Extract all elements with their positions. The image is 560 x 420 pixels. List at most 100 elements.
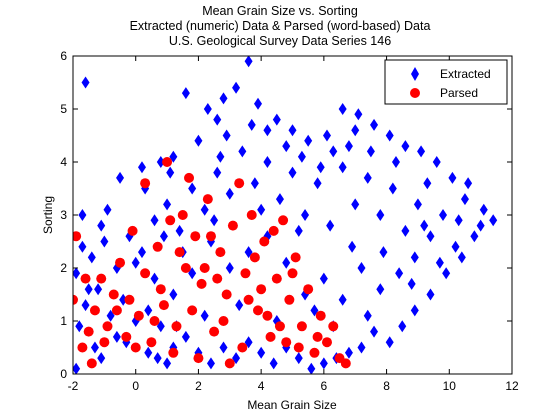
extracted-point (100, 235, 109, 248)
x-tick-label: 12 (505, 379, 519, 393)
extracted-point (288, 166, 297, 179)
extracted-point (222, 129, 231, 142)
parsed-point (281, 337, 292, 348)
legend-box (384, 59, 508, 105)
y-axis-label: Sorting (41, 196, 55, 234)
parsed-point (293, 342, 304, 353)
parsed-point (152, 241, 163, 252)
extracted-point (232, 81, 241, 94)
parsed-point (240, 268, 251, 279)
parsed-point (259, 236, 270, 247)
extracted-point (163, 357, 172, 370)
extracted-point (269, 357, 278, 370)
extracted-point (254, 97, 263, 110)
parsed-point (124, 294, 135, 305)
x-tick-label: -2 (68, 379, 79, 393)
extracted-point (288, 124, 297, 137)
parsed-point (174, 247, 185, 258)
extracted-point (426, 230, 435, 243)
parsed-point (121, 331, 132, 342)
extracted-point (81, 76, 90, 89)
extracted-point (376, 283, 385, 296)
extracted-point (213, 113, 222, 126)
extracted-point (410, 251, 419, 264)
extracted-point (313, 177, 322, 190)
parsed-point (221, 289, 232, 300)
series-parsed (73, 157, 351, 369)
parsed-point (146, 337, 157, 348)
extracted-point (116, 171, 125, 184)
legend-diamond-icon (411, 67, 419, 81)
legend-label-extracted: Extracted (440, 67, 491, 81)
extracted-point (432, 156, 441, 168)
extracted-point (423, 177, 432, 190)
extracted-point (263, 124, 272, 137)
chart-title-line-1: Mean Grain Size vs. Sorting (202, 4, 358, 18)
parsed-point (205, 231, 216, 242)
parsed-point (253, 305, 264, 316)
x-tick-label: 4 (258, 379, 265, 393)
y-tick-label: 5 (60, 102, 67, 116)
extracted-point (87, 251, 96, 264)
parsed-point (171, 321, 182, 332)
extracted-point (206, 357, 215, 370)
parsed-point (309, 347, 320, 358)
extracted-point (354, 108, 363, 121)
extracted-point (297, 150, 306, 163)
parsed-point (237, 342, 248, 353)
extracted-point (275, 193, 284, 206)
extracted-point (460, 193, 469, 206)
parsed-point (199, 263, 210, 273)
parsed-point (202, 194, 213, 205)
parsed-point (271, 273, 282, 284)
legend-label-parsed: Parsed (440, 86, 478, 100)
extracted-point (137, 161, 146, 174)
extracted-point (181, 87, 190, 100)
extracted-point (420, 219, 429, 232)
parsed-point (158, 300, 169, 311)
parsed-point (224, 358, 235, 369)
parsed-point (328, 321, 339, 332)
parsed-point (218, 316, 229, 326)
parsed-point (284, 294, 295, 305)
extracted-point (150, 272, 159, 285)
parsed-point (149, 316, 160, 326)
extracted-point (225, 262, 234, 274)
extracted-point (112, 330, 121, 343)
extracted-point (385, 336, 394, 349)
extracted-point (307, 362, 316, 374)
parsed-point (287, 268, 298, 279)
extracted-point (479, 203, 488, 216)
extracted-point (156, 156, 165, 168)
extracted-point (457, 251, 466, 264)
extracted-point (219, 341, 228, 354)
parsed-point (268, 225, 279, 236)
extracted-point (263, 156, 272, 168)
extracted-point (363, 309, 372, 322)
extracted-point (329, 145, 338, 158)
extracted-point (137, 246, 146, 259)
extracted-point (282, 256, 291, 269)
extracted-point (159, 230, 168, 243)
extracted-point (357, 262, 366, 274)
chart-title-line-2: Extracted (numeric) Data & Parsed (word-… (129, 19, 431, 33)
extracted-point (200, 203, 209, 216)
extracted-point (301, 209, 310, 221)
extracted-point (119, 293, 128, 306)
parsed-point (73, 294, 78, 305)
extracted-point (435, 256, 444, 269)
extracted-point (235, 299, 244, 312)
parsed-point (96, 273, 107, 284)
parsed-point (168, 347, 179, 358)
parsed-point (303, 284, 314, 295)
parsed-point (180, 263, 191, 273)
extracted-point (370, 325, 379, 338)
parsed-point (212, 273, 223, 284)
extracted-point (90, 341, 99, 354)
extracted-point (75, 320, 84, 333)
y-tick-label: 2 (60, 261, 67, 275)
extracted-point (366, 145, 375, 158)
extracted-point (78, 240, 87, 253)
